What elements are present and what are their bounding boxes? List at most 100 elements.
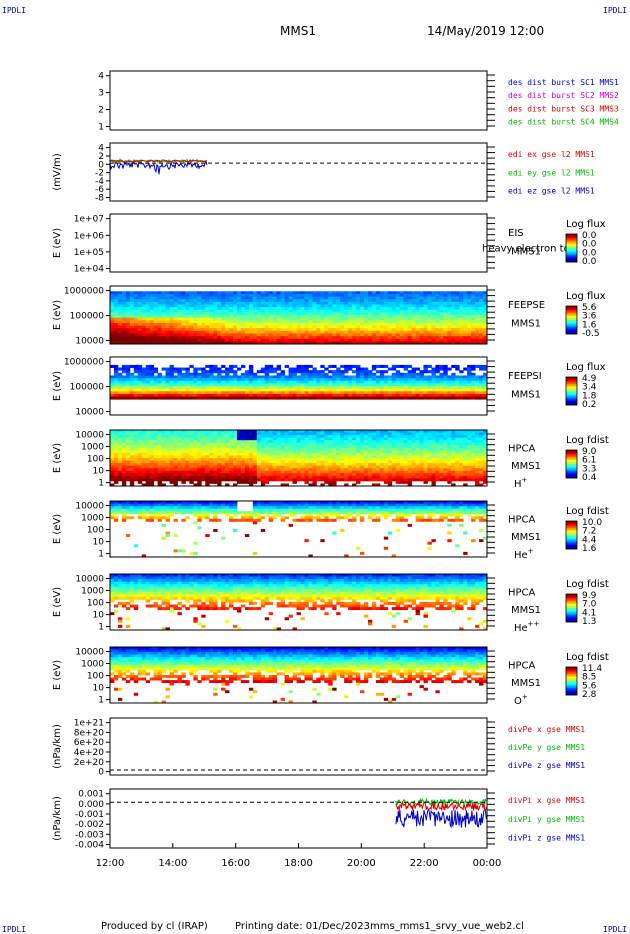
- hpca_h-cell: [288, 465, 293, 469]
- hpca_h-cell: [328, 442, 333, 446]
- hpca_h-cell: [276, 465, 282, 469]
- hpca_h-cell: [193, 458, 198, 461]
- hpca_h-cell: [308, 478, 313, 482]
- feepse-cell: [165, 315, 170, 319]
- feepse-cell: [371, 307, 377, 311]
- hpca_h-cell: [443, 430, 448, 433]
- hpca_h-cell: [363, 430, 369, 433]
- hpca_h-cell: [391, 455, 397, 459]
- feepsi-cell: [471, 375, 476, 379]
- feepsi-cell: [149, 396, 155, 400]
- hpca_h-cell: [185, 470, 190, 474]
- feepsi-cell: [427, 380, 432, 384]
- hpca_h-cell: [240, 435, 246, 439]
- feepsi-cell: [165, 383, 170, 387]
- feepsi-cell: [141, 396, 147, 400]
- feepsi-cell: [276, 393, 282, 397]
- hpca_h-cell: [240, 460, 246, 464]
- feepse-cell: [129, 291, 135, 295]
- hpca_h-cell: [292, 465, 297, 469]
- feepse-cell: [463, 328, 468, 332]
- feepse-cell: [296, 330, 301, 334]
- feepse-cell: [181, 328, 186, 332]
- feepse-cell: [411, 299, 416, 303]
- hpca_h-cell: [205, 475, 210, 479]
- hpca_h-cell: [328, 447, 333, 451]
- hpca_h-cell: [288, 468, 293, 472]
- hpca_h-cell: [288, 475, 293, 479]
- feepsi-cell: [435, 364, 440, 368]
- hpca_h-cell: [153, 432, 159, 436]
- hpca_h-cell: [284, 435, 289, 439]
- hpca_h-cell: [288, 460, 293, 464]
- hpca_h-cell: [225, 465, 230, 469]
- feepse-cell: [391, 307, 397, 311]
- feepsi-cell: [320, 386, 325, 390]
- hpca_h-cell: [439, 465, 444, 469]
- hpca_h-cell: [149, 440, 155, 444]
- feepsi-cell: [320, 393, 325, 397]
- hpca_h-cell: [248, 475, 254, 479]
- feepsi-cell: [332, 375, 337, 379]
- feepse-cell: [344, 309, 349, 313]
- feepsi-cell: [304, 372, 309, 376]
- hpca_h-cell: [233, 450, 238, 454]
- feepse-cell: [447, 336, 452, 340]
- feepse-cell: [137, 338, 143, 342]
- hpca_h-cell: [280, 452, 286, 456]
- hpca_h-cell: [276, 473, 282, 477]
- feepse-cell: [356, 322, 361, 326]
- hpca_h-cell: [336, 452, 341, 456]
- feepsi-cell: [284, 391, 289, 395]
- hpca_h-cell: [363, 435, 369, 439]
- hpca_h-cell: [292, 458, 297, 461]
- feepse-cell: [173, 333, 178, 337]
- feepse-cell: [443, 296, 448, 300]
- hpca_h-cell: [236, 447, 242, 451]
- feepsi-cell: [316, 372, 321, 376]
- feepse-cell: [407, 293, 412, 297]
- hpca_h-cell: [121, 475, 127, 479]
- feepse-cell: [113, 330, 119, 334]
- hpca_h-cell: [129, 475, 135, 479]
- hpca_h-cell: [431, 445, 436, 449]
- feepsi-cell: [363, 396, 369, 400]
- feepse-cell: [419, 333, 424, 337]
- feepsi-cell: [280, 370, 286, 374]
- hpca_h-cell: [423, 470, 428, 474]
- hpca_h-cell: [419, 468, 424, 472]
- feepse-cell: [272, 325, 278, 329]
- feepsi-cell: [363, 383, 369, 387]
- feepse-cell: [471, 299, 476, 303]
- hpca_h-cell: [161, 450, 166, 454]
- hpca_h-cell: [185, 473, 190, 477]
- feepse-cell: [284, 336, 289, 340]
- feepse-cell: [427, 330, 432, 334]
- hpca_h-cell: [161, 430, 166, 433]
- feepsi-cell: [383, 391, 389, 395]
- hpca_h-cell: [300, 475, 305, 479]
- feepsi-cell: [431, 372, 436, 376]
- hpca_h-cell: [360, 445, 365, 449]
- feepse-cell: [236, 322, 242, 326]
- feepse-cell: [308, 338, 313, 342]
- feepse-cell: [117, 307, 123, 311]
- feepsi-cell: [125, 375, 131, 379]
- feepsi-colorbar-step: [566, 381, 577, 383]
- feepsi-cell: [268, 386, 274, 390]
- feepse-cell: [348, 341, 353, 345]
- feepsi-cell: [256, 388, 262, 392]
- hpca_h-cell: [435, 440, 440, 444]
- feepsi-cell: [117, 380, 123, 384]
- feepse-cell: [479, 328, 484, 332]
- hpca_h-cell: [173, 452, 178, 456]
- hpca_h-cell: [387, 445, 393, 449]
- hpca_h-cell: [201, 447, 206, 451]
- hpca_h-cell: [391, 473, 397, 477]
- feepsi-cell: [145, 378, 151, 382]
- feepse-cell: [284, 325, 289, 329]
- des-ytick-label: 4: [98, 72, 104, 82]
- feepse-cell: [411, 328, 416, 332]
- feepsi-cell: [244, 391, 250, 395]
- hpca_h-cell: [145, 465, 151, 469]
